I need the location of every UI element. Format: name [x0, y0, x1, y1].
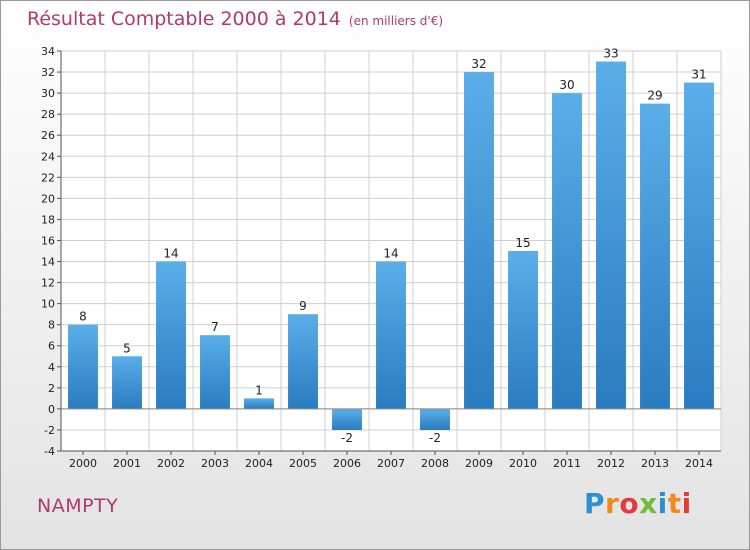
y-tick-label: 18 — [41, 213, 55, 226]
x-tick-label: 2003 — [201, 457, 229, 470]
data-label-2014: 31 — [691, 68, 706, 82]
x-tick-label: 2011 — [553, 457, 581, 470]
y-tick-label: -4 — [44, 445, 55, 458]
x-tick-label: 2013 — [641, 457, 669, 470]
bar-2000 — [68, 324, 98, 409]
data-label-2002: 14 — [163, 247, 178, 261]
chart-unit: (en milliers d'€) — [348, 14, 444, 28]
bar-2008 — [420, 408, 450, 430]
bar-2006 — [332, 408, 362, 430]
x-tick-label: 2001 — [113, 457, 141, 470]
chart-title-text: Résultat Comptable 2000 à 2014 — [27, 8, 341, 30]
data-label-2004: 1 — [255, 383, 263, 397]
data-label-2008: -2 — [429, 431, 441, 445]
bar-2012 — [596, 61, 626, 409]
y-tick-label: 24 — [41, 150, 55, 163]
bar-2001 — [112, 356, 142, 409]
bar-2011 — [552, 93, 582, 409]
y-tick-label: 10 — [41, 298, 55, 311]
y-tick-label: 20 — [41, 192, 55, 205]
x-tick-label: 2008 — [421, 457, 449, 470]
y-tick-label: 6 — [48, 340, 55, 353]
bar-2010 — [508, 251, 538, 409]
x-tick-label: 2010 — [509, 457, 537, 470]
y-tick-label: 8 — [48, 319, 55, 332]
data-label-2011: 30 — [559, 78, 574, 92]
chart-title: Résultat Comptable 2000 à 2014 (en millie… — [27, 8, 443, 30]
proxiti-logo: Proxiti — [584, 487, 692, 520]
y-tick-label: -2 — [44, 424, 55, 437]
bar-2013 — [640, 103, 670, 409]
y-tick-label: 30 — [41, 87, 55, 100]
x-tick-label: 2000 — [69, 457, 97, 470]
y-tick-label: 2 — [48, 382, 55, 395]
x-tick-label: 2004 — [245, 457, 273, 470]
bar-2014 — [684, 82, 714, 409]
data-label-2013: 29 — [647, 89, 662, 103]
y-tick-label: 4 — [48, 361, 55, 374]
x-tick-label: 2014 — [685, 457, 713, 470]
bar-2002 — [156, 261, 186, 409]
commune-name: NAMPTY — [37, 495, 119, 517]
data-label-2001: 5 — [123, 341, 131, 355]
y-tick-label: 14 — [41, 256, 55, 269]
data-label-2003: 7 — [211, 320, 219, 334]
bar-2005 — [288, 314, 318, 409]
bar-2003 — [200, 335, 230, 409]
y-tick-label: 28 — [41, 108, 55, 121]
y-tick-label: 16 — [41, 234, 55, 247]
x-tick-label: 2007 — [377, 457, 405, 470]
y-tick-label: 34 — [41, 45, 55, 58]
y-tick-label: 0 — [48, 403, 55, 416]
bar-2009 — [464, 72, 494, 409]
y-tick-label: 32 — [41, 66, 55, 79]
data-label-2007: 14 — [383, 247, 398, 261]
data-label-2012: 33 — [603, 47, 618, 61]
x-tick-label: 2009 — [465, 457, 493, 470]
data-label-2005: 9 — [299, 299, 307, 313]
x-tick-label: 2012 — [597, 457, 625, 470]
y-tick-label: 26 — [41, 129, 55, 142]
x-tick-label: 2002 — [157, 457, 185, 470]
data-label-2006: -2 — [341, 431, 353, 445]
data-label-2010: 15 — [515, 236, 530, 250]
data-label-2009: 32 — [471, 57, 486, 71]
y-tick-label: 12 — [41, 277, 55, 290]
bar-2007 — [376, 261, 406, 409]
x-tick-label: 2006 — [333, 457, 361, 470]
bar-2004 — [244, 398, 274, 409]
data-label-2000: 8 — [79, 310, 87, 324]
y-tick-label: 22 — [41, 171, 55, 184]
x-tick-label: 2005 — [289, 457, 317, 470]
